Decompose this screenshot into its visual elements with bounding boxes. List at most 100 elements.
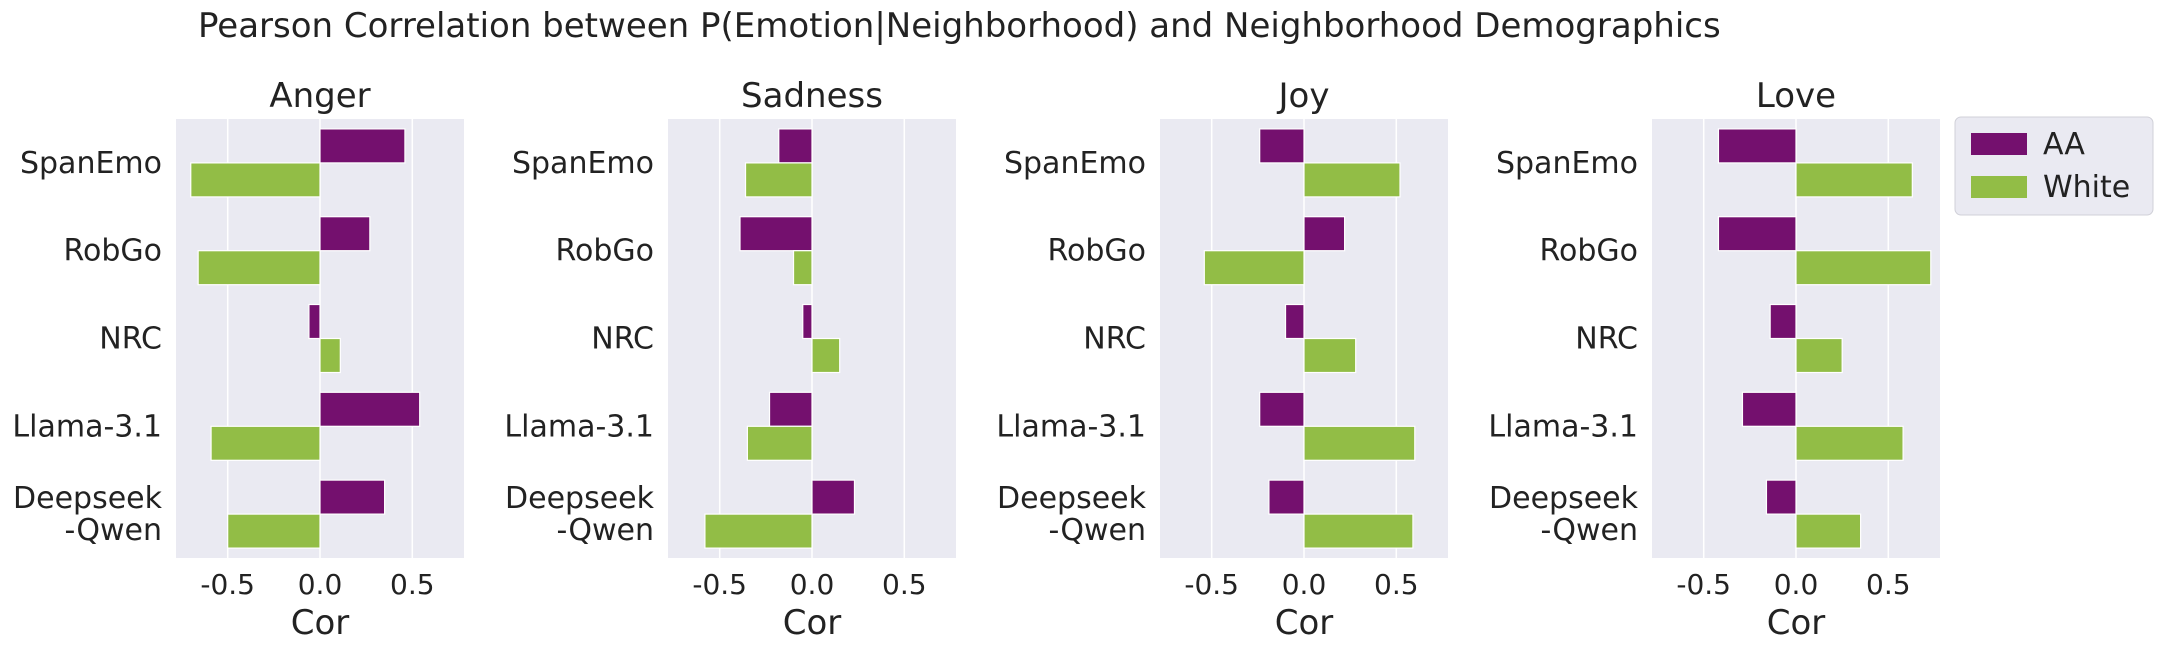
bar-aa (1268, 479, 1305, 515)
panel-title: Anger (269, 76, 370, 116)
category-label-line: SpanEmo (1004, 146, 1146, 181)
category-label: Llama-3.1 (12, 409, 162, 444)
category-label-line: Deepseek (13, 481, 163, 516)
category-label-line: SpanEmo (20, 146, 162, 181)
bar-aa (308, 303, 321, 340)
bar-aa (1259, 128, 1305, 164)
bar-white (744, 162, 813, 198)
x-tick-label: -0.5 (200, 568, 255, 601)
category-label: Deepseek -Qwen (1489, 481, 1639, 548)
category-label-line: -Qwen (556, 513, 654, 548)
x-tick-label: 0.5 (1866, 568, 1911, 601)
category-label-line: RobGo (1540, 234, 1639, 269)
legend-swatch-aa (1971, 133, 2027, 155)
panel-title: Love (1756, 76, 1836, 116)
bar-aa (319, 128, 406, 164)
category-label-line: SpanEmo (512, 146, 654, 181)
x-axis-label: Cor (1767, 603, 1826, 643)
category-label-line: RobGo (556, 234, 655, 269)
category-label-line: RobGo (1048, 234, 1147, 269)
bar-aa (1303, 216, 1346, 252)
x-axis-label: Cor (783, 603, 842, 643)
bar-white (1303, 425, 1416, 461)
bar-white (1795, 513, 1862, 549)
figure-title: Pearson Correlation between P(Emotion|Ne… (198, 6, 1721, 46)
category-label-line: Deepseek (505, 481, 655, 516)
bar-white (1303, 162, 1401, 198)
category-label-line: Deepseek (997, 481, 1147, 516)
x-axis-label: Cor (1275, 603, 1334, 643)
bar-aa (778, 128, 813, 164)
category-label: Deepseek -Qwen (13, 481, 163, 548)
bar-white (704, 513, 813, 549)
category-label-line: Deepseek (1489, 481, 1639, 516)
panel-love: Love SpanEmo RobGo NRC Llama-3.1 Deepseek -Qwe… (1488, 76, 1940, 643)
x-tick-label: -0.5 (1184, 568, 1239, 601)
category-label: RobGo (1048, 234, 1147, 269)
category-label: SpanEmo (20, 146, 162, 181)
bar-aa (1717, 128, 1797, 164)
x-tick-label: -0.5 (692, 568, 747, 601)
category-label-line: -Qwen (64, 513, 162, 548)
x-tick-label: 0.5 (390, 568, 435, 601)
bar-aa (739, 216, 813, 252)
x-tick-label: 0.0 (1282, 568, 1327, 601)
category-label: NRC (1575, 322, 1638, 357)
category-label: RobGo (64, 234, 163, 269)
bar-aa (1741, 391, 1797, 427)
legend-label-white: White (2043, 170, 2130, 205)
bar-aa (768, 391, 813, 427)
bar-aa (1259, 391, 1305, 427)
bar-aa (1765, 479, 1797, 515)
bar-white (746, 425, 813, 461)
category-label-line: Llama-3.1 (504, 409, 654, 444)
bar-white (1303, 337, 1357, 374)
category-label: RobGo (556, 234, 655, 269)
category-label: Llama-3.1 (1488, 409, 1638, 444)
bar-white (1795, 337, 1843, 374)
bar-aa (319, 216, 371, 252)
category-label: Deepseek -Qwen (505, 481, 655, 548)
category-label-line: -Qwen (1540, 513, 1638, 548)
x-tick-label: 0.5 (1374, 568, 1419, 601)
x-tick-label: 0.0 (298, 568, 343, 601)
bar-white (319, 337, 341, 374)
bar-aa (1284, 303, 1305, 340)
category-label-line: Llama-3.1 (1488, 409, 1638, 444)
bar-white (792, 250, 813, 286)
bar-white (210, 425, 321, 461)
category-label-line: SpanEmo (1496, 146, 1638, 181)
category-label-line: Llama-3.1 (12, 409, 162, 444)
category-label-line: Llama-3.1 (996, 409, 1146, 444)
bar-aa (1769, 303, 1797, 340)
category-label: NRC (99, 322, 162, 357)
panel-title: Joy (1277, 76, 1330, 116)
bar-aa (319, 479, 386, 515)
category-label: SpanEmo (1496, 146, 1638, 181)
bar-white (811, 337, 841, 374)
category-label: SpanEmo (512, 146, 654, 181)
category-label: Llama-3.1 (996, 409, 1146, 444)
bar-aa (319, 391, 421, 427)
category-label: SpanEmo (1004, 146, 1146, 181)
category-label-line: -Qwen (1048, 513, 1146, 548)
category-label-line: NRC (99, 322, 162, 357)
bar-aa (811, 479, 856, 515)
legend-label-aa: AA (2043, 127, 2085, 162)
panel-joy: Joy SpanEmo RobGo NRC Llama-3.1 Deepseek -Qwen… (996, 76, 1448, 643)
bar-white (1795, 250, 1932, 286)
category-label-line: NRC (1083, 322, 1146, 357)
bar-aa (1717, 216, 1797, 252)
category-label-line: NRC (1575, 322, 1638, 357)
legend-swatch-white (1971, 176, 2027, 198)
x-tick-label: 0.0 (1774, 568, 1819, 601)
x-tick-label: 0.5 (882, 568, 927, 601)
bar-white (1203, 250, 1305, 286)
category-label: NRC (1083, 322, 1146, 357)
category-label-line: RobGo (64, 234, 163, 269)
bar-aa (802, 303, 813, 340)
bar-white (1795, 162, 1913, 198)
